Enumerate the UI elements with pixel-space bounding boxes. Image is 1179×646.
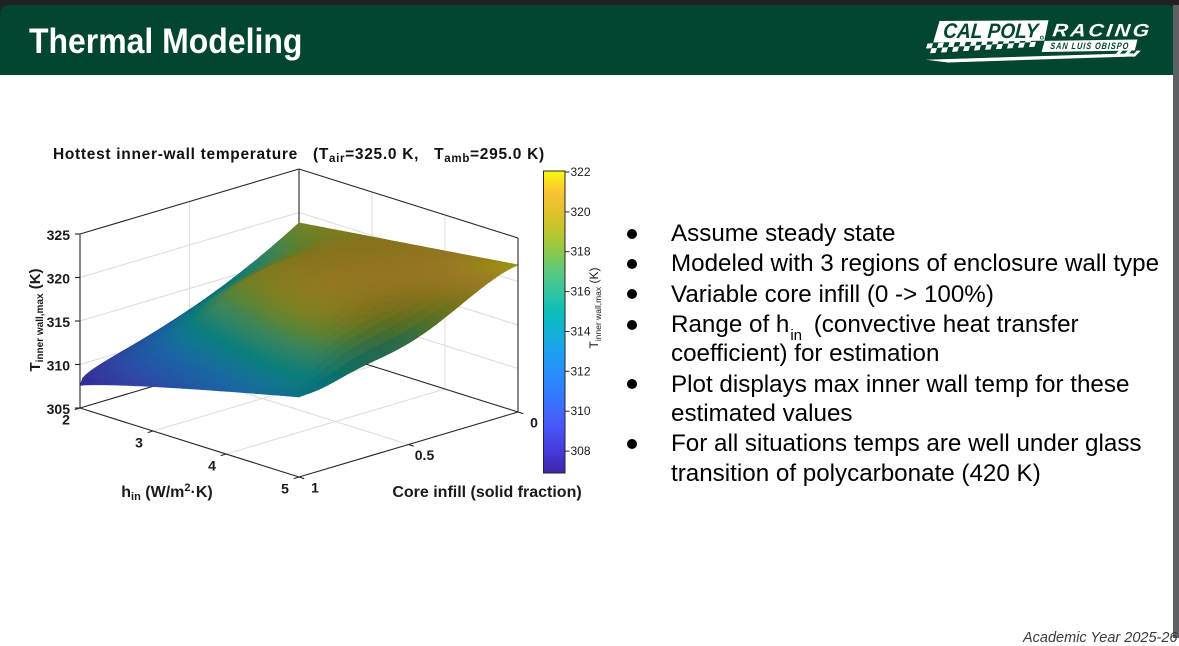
svg-text:314: 314 — [571, 325, 591, 339]
svg-text:2: 2 — [62, 412, 70, 428]
svg-text:5: 5 — [281, 481, 289, 497]
svg-text:322: 322 — [571, 165, 591, 179]
svg-text:Core infill (solid fraction): Core infill (solid fraction) — [392, 484, 581, 501]
svg-text:310: 310 — [571, 404, 591, 418]
svg-text:305: 305 — [47, 401, 71, 417]
svg-text:0.5: 0.5 — [415, 447, 435, 463]
svg-text:320: 320 — [571, 205, 591, 219]
svg-text:4: 4 — [208, 458, 216, 474]
svg-text:0: 0 — [530, 415, 538, 431]
svg-text:310: 310 — [47, 358, 71, 374]
svg-text:3: 3 — [135, 435, 143, 451]
svg-text:CAL POLY: CAL POLY — [942, 20, 1040, 43]
svg-text:1: 1 — [311, 480, 319, 496]
svg-text:RACING: RACING — [1052, 20, 1153, 40]
svg-text:hin (W/m2·K): hin (W/m2·K) — [121, 482, 212, 503]
svg-text:318: 318 — [571, 245, 591, 259]
svg-text:315: 315 — [47, 314, 71, 330]
svg-text:Tinner wall,max (K): Tinner wall,max (K) — [27, 268, 46, 371]
svg-text:316: 316 — [571, 285, 591, 299]
svg-text:325: 325 — [47, 227, 71, 243]
svg-text:320: 320 — [47, 271, 71, 287]
svg-text:308: 308 — [571, 444, 591, 458]
svg-text:312: 312 — [571, 364, 591, 378]
svg-text:Hottest inner-wall temperatu: Hottest inner-wall temperature (Tair=325… — [53, 146, 545, 165]
svg-text:SAN LUIS OBISPO: SAN LUIS OBISPO — [1050, 41, 1130, 51]
